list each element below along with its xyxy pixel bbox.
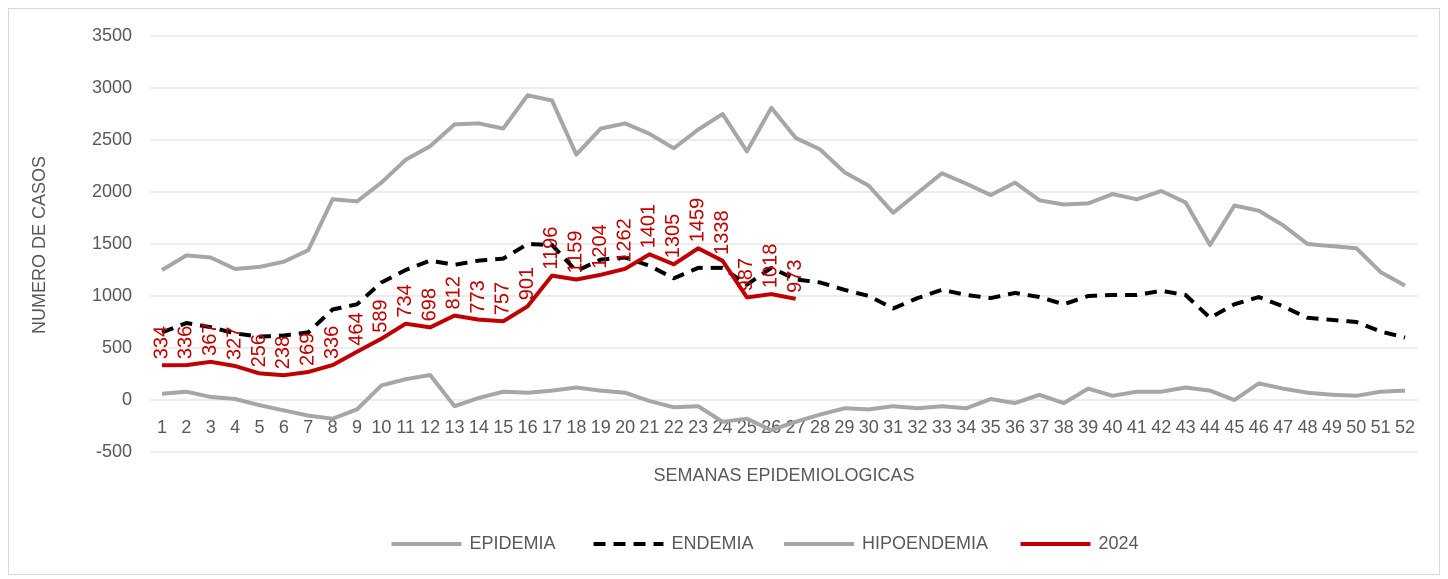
data-label: 987 <box>735 258 757 291</box>
y-tick-label: 1500 <box>92 233 132 253</box>
y-tick-label: -500 <box>96 441 132 461</box>
data-label: 901 <box>516 267 538 300</box>
legend-label: EPIDEMIA <box>470 533 556 553</box>
y-tick-label: 3500 <box>92 25 132 45</box>
data-label: 238 <box>272 336 294 369</box>
x-tick-label: 12 <box>420 417 440 437</box>
x-tick-label: 29 <box>834 417 854 437</box>
y-tick-label: 3000 <box>92 77 132 97</box>
data-label: 1401 <box>638 204 660 249</box>
data-label: 589 <box>370 299 392 332</box>
series-line <box>160 93 1406 288</box>
series-line <box>161 242 1406 340</box>
data-label: 1338 <box>711 210 733 255</box>
x-tick-label: 3 <box>206 417 216 437</box>
y-tick-label: 1000 <box>92 285 132 305</box>
data-label: 773 <box>467 280 489 313</box>
x-tick-label: 8 <box>328 417 338 437</box>
x-tick-label: 11 <box>396 417 415 437</box>
x-tick-label: 13 <box>444 417 464 437</box>
x-tick-label: 21 <box>639 417 659 437</box>
x-axis-label: SEMANAS EPIDEMIOLOGICAS <box>653 465 914 485</box>
data-label: 1018 <box>760 244 782 289</box>
x-tick-label: 18 <box>566 417 586 437</box>
x-tick-label: 4 <box>230 417 240 437</box>
data-label: 1196 <box>540 227 562 270</box>
data-label: 1262 <box>613 218 635 263</box>
y-tick-label: 2500 <box>92 129 132 149</box>
x-tick-label: 15 <box>493 417 513 437</box>
x-tick-label: 48 <box>1297 417 1317 437</box>
x-tick-label: 22 <box>664 417 684 437</box>
data-label: 327 <box>223 327 245 360</box>
x-tick-label: 7 <box>303 417 313 437</box>
series-line <box>161 246 797 378</box>
data-label: 973 <box>784 259 806 292</box>
chart-border <box>8 8 1440 575</box>
x-tick-label: 33 <box>932 417 952 437</box>
y-axis-label: NUMERO DE CASOS <box>29 156 49 334</box>
x-tick-label: 51 <box>1371 417 1391 437</box>
legend-label: 2024 <box>1099 533 1139 553</box>
data-label: 698 <box>418 288 440 321</box>
x-tick-label: 36 <box>1005 417 1025 437</box>
data-label: 464 <box>345 312 367 345</box>
legend-label: HIPOENDEMIA <box>862 533 988 553</box>
y-tick-label: 2000 <box>92 181 132 201</box>
data-label: 336 <box>175 326 197 359</box>
data-label: 336 <box>321 326 343 359</box>
x-tick-label: 1 <box>157 417 167 437</box>
x-tick-label: 43 <box>1176 417 1196 437</box>
x-tick-label: 17 <box>542 417 562 437</box>
x-tick-label: 40 <box>1103 417 1123 437</box>
x-tick-label: 38 <box>1054 417 1074 437</box>
data-label: 256 <box>248 334 270 367</box>
data-label: 269 <box>297 333 319 366</box>
x-tick-label: 23 <box>688 417 708 437</box>
x-tick-label: 6 <box>279 417 289 437</box>
x-tick-label: 32 <box>908 417 928 437</box>
x-tick-label: 14 <box>469 417 489 437</box>
x-tick-label: 42 <box>1151 417 1171 437</box>
x-tick-label: 47 <box>1273 417 1293 437</box>
x-tick-label: 5 <box>254 417 264 437</box>
x-tick-label: 46 <box>1249 417 1269 437</box>
x-tick-label: 49 <box>1322 417 1342 437</box>
x-tick-label: 10 <box>371 417 391 437</box>
x-tick-label: 41 <box>1127 417 1147 437</box>
data-label: 1159 <box>565 230 587 273</box>
data-label: 1305 <box>662 214 684 259</box>
legend-label: ENDEMIA <box>672 533 754 553</box>
data-label: 757 <box>491 282 513 315</box>
data-label: 334 <box>150 326 172 359</box>
y-tick-label: 0 <box>122 389 132 409</box>
data-label: 367 <box>199 322 221 355</box>
x-tick-label: 44 <box>1200 417 1220 437</box>
x-tick-label: 52 <box>1395 417 1415 437</box>
x-tick-label: 2 <box>181 417 191 437</box>
data-label: 1459 <box>686 198 708 243</box>
x-tick-label: 50 <box>1346 417 1366 437</box>
data-label: 734 <box>394 284 416 317</box>
x-tick-label: 16 <box>518 417 538 437</box>
x-tick-label: 35 <box>981 417 1001 437</box>
x-tick-label: 31 <box>883 417 903 437</box>
data-label: 1204 <box>589 224 611 269</box>
x-tick-label: 30 <box>859 417 879 437</box>
y-tick-label: 500 <box>102 337 132 357</box>
x-tick-label: 9 <box>352 417 362 437</box>
x-tick-label: 37 <box>1029 417 1049 437</box>
x-tick-label: 28 <box>810 417 830 437</box>
x-tick-label: 20 <box>615 417 635 437</box>
x-tick-label: 26 <box>761 417 781 437</box>
series-line <box>161 373 1406 433</box>
x-tick-label: 45 <box>1224 417 1244 437</box>
x-tick-label: 39 <box>1078 417 1098 437</box>
data-label: 812 <box>443 276 465 309</box>
x-tick-label: 19 <box>591 417 611 437</box>
x-tick-label: 34 <box>956 417 976 437</box>
